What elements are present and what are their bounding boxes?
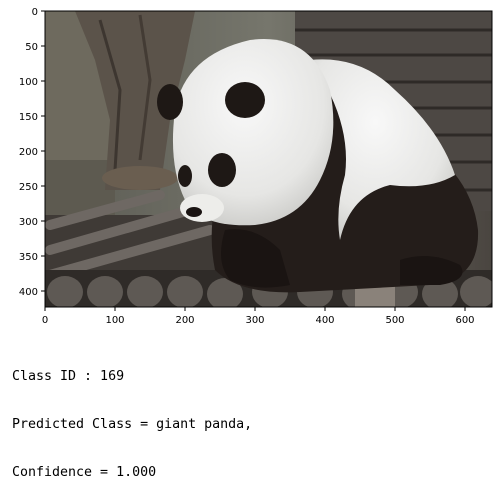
class-id-line: Class ID : 169 [12,369,125,384]
confidence-line: Confidence = 1.000 [12,465,157,480]
predicted-class-line: Predicted Class = giant panda, [12,417,253,432]
y-tick-label: 400 [19,287,38,298]
y-tick-label: 150 [19,112,38,123]
y-tick-label: 0 [32,7,38,18]
y-axis [41,10,45,292]
x-tick-label: 100 [105,315,124,326]
x-tick-label: 200 [175,315,194,326]
y-tick-label: 100 [19,77,38,88]
y-tick-label: 50 [25,42,38,53]
prediction-output: Class ID : 169 Predicted Class = giant p… [12,337,252,497]
image-figure: 0 100 200 300 400 500 600 0 50 100 150 2… [19,7,493,326]
x-tick-label: 400 [315,315,334,326]
x-tick-label: 300 [245,315,264,326]
x-tick-label: 0 [42,315,48,326]
x-tick-label: 600 [455,315,474,326]
y-tick-label: 300 [19,217,38,228]
y-tick-label: 350 [19,252,38,263]
y-tick-label: 250 [19,182,38,193]
plot-frame [44,10,493,308]
x-tick-label: 500 [385,315,404,326]
panda-photo [45,11,492,307]
x-axis [44,307,466,311]
y-tick-label: 200 [19,147,38,158]
